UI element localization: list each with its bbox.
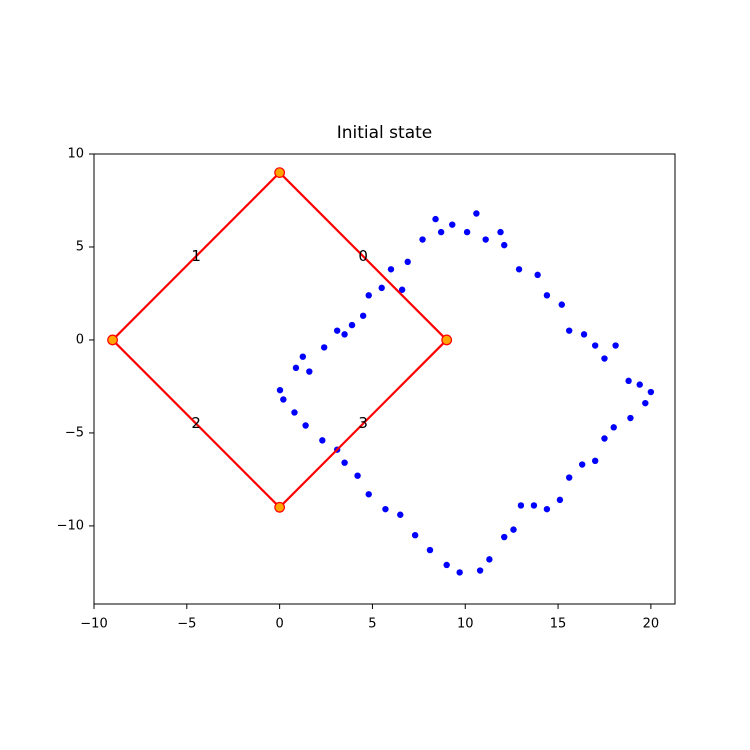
point — [558, 301, 565, 308]
y-tick-label: 5 — [76, 239, 84, 254]
point — [333, 327, 341, 334]
point — [591, 457, 599, 465]
point — [306, 368, 313, 375]
point — [437, 228, 445, 236]
point — [627, 414, 634, 422]
edge-label: 2 — [191, 414, 201, 432]
point — [276, 386, 284, 394]
polygon-vertex — [441, 334, 453, 346]
point — [591, 342, 599, 349]
x-tick-label: −10 — [80, 617, 107, 632]
point — [426, 546, 434, 554]
point — [292, 364, 300, 372]
point — [365, 491, 372, 498]
point — [397, 511, 404, 518]
point — [642, 399, 649, 407]
point — [565, 327, 573, 334]
point — [378, 284, 385, 292]
edge-label: 0 — [358, 247, 368, 265]
x-tick-label: −5 — [177, 617, 196, 632]
point — [578, 461, 586, 468]
point — [456, 569, 463, 576]
polygon-vertex — [274, 501, 286, 513]
polygon-vertex — [274, 167, 286, 178]
point — [517, 502, 525, 509]
point — [565, 474, 573, 481]
point — [404, 258, 411, 266]
point — [556, 496, 564, 504]
point — [411, 531, 419, 539]
point — [601, 435, 608, 442]
point — [625, 377, 632, 385]
point — [302, 422, 309, 429]
point — [612, 342, 619, 349]
point — [449, 221, 456, 228]
polygon — [111, 171, 449, 509]
point — [443, 561, 450, 569]
point — [486, 556, 493, 563]
point — [320, 344, 328, 351]
point — [601, 355, 608, 362]
point — [382, 505, 389, 513]
point — [530, 502, 538, 509]
point — [299, 353, 307, 360]
x-tick-label: 10 — [457, 617, 474, 632]
point — [359, 312, 367, 319]
point — [636, 381, 643, 388]
point — [291, 409, 298, 416]
edge-label: 1 — [191, 247, 201, 265]
point — [280, 396, 287, 403]
point — [510, 526, 517, 533]
y-tick-label: −5 — [65, 425, 84, 440]
y-tick-label: 10 — [67, 147, 84, 162]
point — [501, 533, 508, 541]
x-tick-label: 5 — [368, 617, 376, 632]
point — [419, 236, 426, 243]
point — [398, 286, 406, 293]
point — [463, 228, 471, 236]
point — [610, 424, 617, 431]
point — [534, 271, 541, 279]
point — [497, 228, 504, 236]
x-tick-label: 0 — [275, 617, 283, 632]
point — [387, 266, 395, 273]
point — [354, 472, 361, 479]
point — [543, 292, 551, 299]
y-tick-label: −10 — [57, 518, 84, 533]
point — [341, 331, 348, 338]
chart-title: Initial state — [337, 123, 433, 143]
point — [515, 266, 523, 273]
point — [432, 215, 439, 223]
y-tick-label: 0 — [76, 332, 84, 347]
point — [580, 331, 588, 338]
point — [543, 505, 551, 513]
point — [319, 437, 326, 444]
point — [501, 241, 508, 249]
point — [473, 210, 480, 217]
x-tick-label: 20 — [643, 617, 660, 632]
point — [482, 236, 489, 243]
axes-frame — [93, 153, 676, 605]
point — [341, 459, 348, 466]
point — [348, 321, 356, 329]
polygon-vertex — [107, 334, 118, 346]
point — [647, 388, 655, 396]
point — [365, 292, 372, 299]
point — [476, 567, 484, 574]
edge-label: 3 — [358, 414, 368, 432]
x-tick-label: 15 — [550, 617, 567, 632]
